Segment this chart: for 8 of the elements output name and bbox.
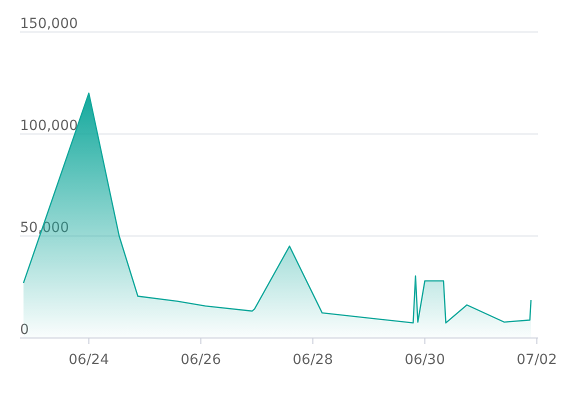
y-tick-label: 150,000 <box>20 16 78 32</box>
x-tick-label: 07/02 <box>516 352 558 368</box>
y-tick-label: 0 <box>20 322 29 338</box>
y-tick-label: 100,000 <box>20 118 78 134</box>
x-tick-label: 06/24 <box>68 352 110 368</box>
x-tick-label: 06/28 <box>292 352 334 368</box>
x-tick-label: 06/26 <box>180 352 222 368</box>
x-tick-label: 06/30 <box>404 352 446 368</box>
